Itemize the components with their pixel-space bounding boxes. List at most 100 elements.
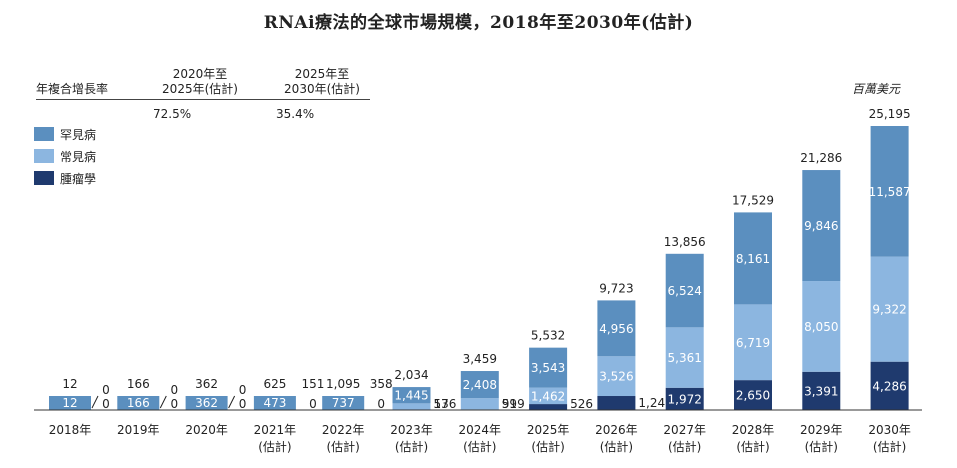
x-tick-label: (估計): [258, 439, 291, 454]
x-tick-label: (估計): [805, 439, 838, 454]
data-label-rare-disease: 473: [263, 396, 286, 410]
total-label: 2,034: [394, 368, 428, 382]
data-label-common-disease: 151: [301, 377, 324, 391]
x-tick-label: 2022年: [322, 423, 365, 437]
data-label-common-disease: 9,322: [872, 303, 906, 317]
data-label-common-disease: 576: [434, 397, 457, 411]
x-tick-label: 2024年: [459, 423, 502, 437]
x-tick-label: (估計): [531, 439, 564, 454]
x-tick-label: 2021年: [254, 423, 297, 437]
data-label-oncology: 3,391: [804, 384, 838, 398]
cagr-divider: [36, 99, 370, 100]
cagr-period-1-value: 72.5%: [153, 107, 192, 121]
legend-item-common-disease: 常見病: [34, 145, 96, 167]
bar-segment-common-disease: [460, 398, 499, 410]
x-tick-label: 2020年: [185, 423, 228, 437]
bar-segment-rare-disease: [253, 396, 296, 410]
data-label-oncology: 0: [170, 397, 178, 411]
cagr-period-2-header-line-2: 2030年(估計): [284, 82, 360, 96]
bar-segment-rare-disease: [734, 212, 772, 305]
bar-segment-oncology: [665, 387, 704, 410]
cagr-period-1-header-line-2: 2025年(估計): [162, 82, 238, 96]
bar-segment-rare-disease: [529, 347, 568, 388]
data-label-common-disease: 358: [370, 377, 393, 391]
data-label-common-disease: 0: [239, 383, 247, 397]
data-label-oncology: 526: [570, 397, 593, 411]
data-label-rare-disease: 8,161: [736, 252, 770, 266]
data-label-common-disease: 999: [502, 397, 525, 411]
x-tick-label: 2028年: [732, 423, 775, 437]
total-label: 25,195: [869, 107, 911, 121]
cagr-row-label: 年複合增長率: [36, 82, 109, 96]
data-label-common-disease: 8,050: [804, 320, 838, 334]
total-label: 5,532: [531, 329, 565, 343]
legend-label-common-disease: 常見病: [60, 149, 97, 164]
bar-segment-oncology: [597, 396, 636, 410]
total-label: 625: [263, 377, 286, 391]
cagr-period-2-value: 35.4%: [276, 107, 315, 121]
data-label-oncology: 2,650: [736, 389, 770, 403]
data-label-oncology: 0: [377, 397, 385, 411]
bar-segment-common-disease: [802, 281, 841, 372]
label-separator-line: [228, 395, 236, 409]
x-tick-label: 2023年: [390, 423, 433, 437]
bar-segment-oncology: [529, 404, 568, 410]
x-tick-label: 2019年: [117, 423, 160, 437]
data-label-common-disease: 0: [102, 383, 110, 397]
total-label: 9,723: [599, 281, 633, 295]
data-label-rare-disease: 166: [127, 396, 150, 410]
data-label-oncology: 0: [102, 397, 110, 411]
bar-segment-rare-disease: [392, 387, 431, 404]
data-label-rare-disease: 6,524: [668, 284, 702, 298]
x-tick-label: (估計): [668, 439, 701, 454]
unit-label: 百萬美元: [852, 82, 901, 96]
data-label-oncology: 1,241: [638, 396, 672, 410]
data-label-oncology: 13: [434, 397, 449, 411]
legend-swatch-rare-disease: [34, 127, 54, 141]
data-label-rare-disease: 9,846: [804, 219, 838, 233]
bar-segment-oncology: [802, 371, 841, 410]
data-label-rare-disease: 3,543: [531, 361, 565, 375]
bar-segment-rare-disease: [460, 371, 499, 399]
data-label-common-disease: 6,719: [736, 336, 770, 350]
data-label-rare-disease: 737: [332, 396, 355, 410]
bar-segment-common-disease: [529, 387, 568, 405]
x-tick-label: 2025年: [527, 423, 570, 437]
legend-label-oncology: 腫瘤學: [60, 171, 97, 186]
cagr-period-1-header-line-1: 2020年至: [172, 67, 228, 81]
data-label-oncology: 0: [309, 397, 317, 411]
total-label: 21,286: [800, 151, 842, 165]
data-label-oncology: 1,972: [668, 392, 702, 406]
legend-item-oncology: 腫瘤學: [34, 167, 96, 189]
data-label-rare-disease: 11,587: [869, 185, 911, 199]
total-label: 362: [195, 377, 218, 391]
x-tick-label: (估計): [736, 439, 769, 454]
bar-segment-common-disease: [734, 304, 772, 381]
bar-segment-common-disease: [665, 327, 704, 388]
cagr-period-2-header-line-1: 2025年至: [294, 67, 350, 81]
cagr-period-1-header: 2020年至 2025年(估計): [150, 67, 250, 97]
data-label-rare-disease: 1,445: [394, 389, 428, 403]
legend-swatch-common-disease: [34, 149, 54, 163]
data-label-rare-disease: 2,408: [463, 378, 497, 392]
x-tick-label: (估計): [463, 439, 496, 454]
x-tick-label: (估計): [395, 439, 428, 454]
bar-segment-rare-disease: [322, 396, 365, 410]
bar-segment-rare-disease: [665, 253, 704, 328]
cagr-period-2-header: 2025年至 2030年(估計): [272, 67, 372, 97]
legend-swatch-oncology: [34, 171, 54, 185]
bar-segment-oncology: [734, 380, 772, 410]
bar-segment-rare-disease: [870, 126, 909, 257]
data-label-common-disease: 1,462: [531, 389, 565, 403]
x-tick-label: 2029年: [800, 423, 843, 437]
legend: 罕見病 常見病 腫瘤學: [34, 123, 96, 189]
data-label-common-disease: 0: [170, 383, 178, 397]
bar-segment-common-disease: [597, 356, 636, 397]
bar-segment-common-disease: [392, 403, 431, 410]
bar-segment-oncology: [870, 361, 909, 410]
bar-segment-rare-disease: [802, 170, 841, 282]
data-label-oncology: 0: [239, 397, 247, 411]
data-label-rare-disease: 362: [195, 396, 218, 410]
x-tick-label: 2018年: [49, 423, 92, 437]
legend-item-rare-disease: 罕見病: [34, 123, 96, 145]
